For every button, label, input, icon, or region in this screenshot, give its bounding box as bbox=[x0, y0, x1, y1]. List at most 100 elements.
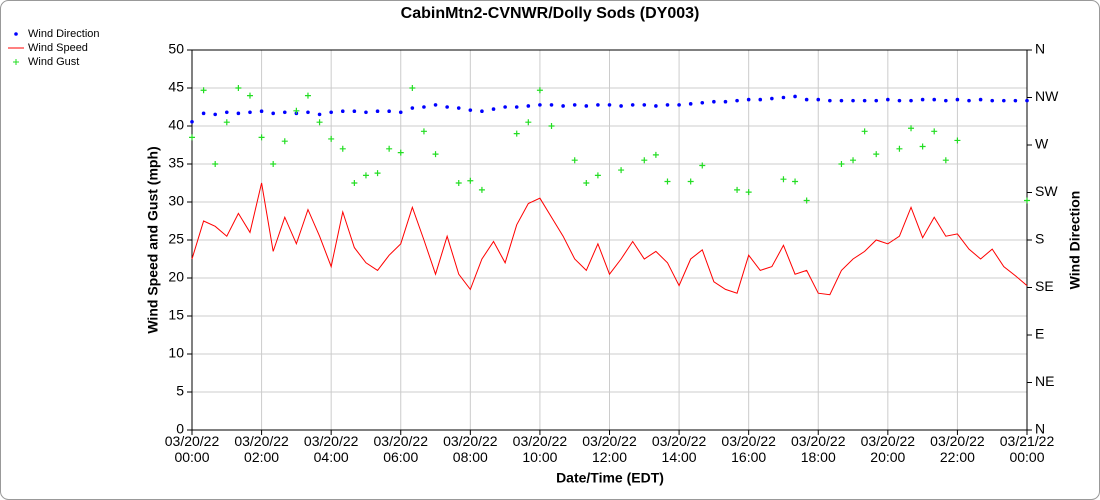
direction-point bbox=[572, 103, 577, 107]
gust-point bbox=[641, 157, 648, 164]
direction-point bbox=[538, 103, 542, 107]
y-tick-label: 10 bbox=[168, 345, 184, 361]
gust-point bbox=[664, 178, 671, 185]
gust-point bbox=[896, 145, 903, 152]
x-tick-label: 03/20/22 18:00 bbox=[791, 433, 846, 465]
direction-point bbox=[700, 100, 705, 105]
gust-point bbox=[618, 167, 625, 174]
gust-point bbox=[478, 186, 485, 193]
legend-label: Wind Gust bbox=[28, 56, 79, 68]
y-tick-label: 0 bbox=[176, 421, 184, 437]
direction-point bbox=[758, 97, 763, 102]
y-tick-label: 5 bbox=[176, 383, 184, 399]
gust-point bbox=[304, 92, 311, 99]
y2-tick-label: NW bbox=[1035, 88, 1059, 104]
direction-point bbox=[955, 97, 960, 102]
y-tick-label: 45 bbox=[168, 79, 184, 95]
y2-tick-label: SW bbox=[1035, 183, 1058, 199]
direction-point bbox=[282, 110, 287, 115]
x-tick-label: 03/20/22 08:00 bbox=[443, 433, 498, 465]
y2-tick-label: S bbox=[1035, 231, 1044, 247]
y-tick-label: 35 bbox=[168, 155, 184, 171]
gust-point bbox=[792, 178, 799, 185]
y-tick-label: 50 bbox=[168, 41, 184, 57]
legend-label: Wind Direction bbox=[28, 28, 100, 40]
legend-marker bbox=[13, 59, 19, 65]
y2-tick-label: N bbox=[1035, 41, 1045, 57]
gust-point bbox=[432, 151, 439, 158]
gust-point bbox=[316, 119, 323, 126]
gust-point bbox=[699, 162, 706, 169]
gust-point bbox=[850, 157, 857, 164]
x-tick-label: 03/20/22 20:00 bbox=[861, 433, 916, 465]
direction-point bbox=[1013, 98, 1018, 103]
direction-point bbox=[816, 97, 821, 102]
x-tick-label: 03/20/22 12:00 bbox=[582, 433, 637, 465]
x-tick-label: 03/21/22 00:00 bbox=[1000, 433, 1055, 465]
y2-tick-label: W bbox=[1035, 136, 1049, 152]
direction-point bbox=[1025, 98, 1029, 103]
gust-point bbox=[525, 119, 532, 126]
direction-point bbox=[190, 119, 194, 124]
legend-label: Wind Speed bbox=[28, 42, 88, 54]
direction-point bbox=[352, 109, 357, 114]
direction-point bbox=[410, 106, 415, 110]
gust-point bbox=[780, 176, 787, 183]
gust-point bbox=[362, 172, 369, 179]
direction-point bbox=[874, 98, 879, 103]
gust-point bbox=[734, 186, 741, 193]
gust-point bbox=[281, 138, 288, 145]
direction-point bbox=[561, 104, 565, 108]
x-tick-label: 03/20/22 22:00 bbox=[930, 433, 985, 465]
direction-point bbox=[630, 103, 635, 107]
gust-point bbox=[919, 143, 926, 150]
gust-point bbox=[328, 135, 335, 142]
gust-point bbox=[931, 128, 938, 135]
gust-point bbox=[189, 134, 195, 141]
gust-point bbox=[571, 157, 578, 164]
gust-point bbox=[200, 87, 207, 94]
y2-tick-label: NE bbox=[1035, 373, 1054, 389]
direction-point bbox=[596, 103, 600, 107]
direction-point bbox=[862, 98, 867, 103]
gust-point bbox=[223, 119, 230, 126]
direction-point bbox=[746, 97, 751, 102]
direction-point bbox=[677, 103, 681, 107]
y-tick-label: 30 bbox=[168, 193, 184, 209]
x-tick-label: 03/20/22 10:00 bbox=[513, 433, 568, 465]
gust-point bbox=[409, 85, 416, 91]
direction-point bbox=[549, 103, 554, 107]
direction-point bbox=[422, 105, 426, 109]
direction-point bbox=[781, 95, 786, 100]
gust-point bbox=[803, 197, 810, 204]
direction-point bbox=[944, 98, 948, 103]
direction-point bbox=[224, 110, 229, 115]
gust-point bbox=[548, 123, 555, 129]
direction-point bbox=[468, 108, 473, 112]
gust-point bbox=[374, 170, 381, 177]
legend-marker bbox=[14, 32, 18, 36]
direction-point bbox=[793, 94, 797, 99]
direction-point bbox=[735, 98, 739, 103]
y-tick-label: 15 bbox=[168, 307, 184, 323]
direction-point bbox=[619, 104, 623, 108]
direction-point bbox=[236, 111, 241, 116]
direction-point bbox=[1002, 98, 1006, 103]
x-axis-label: Date/Time (EDT) bbox=[556, 470, 664, 486]
gust-point bbox=[594, 172, 601, 179]
gust-point bbox=[513, 130, 520, 137]
direction-point bbox=[607, 103, 612, 107]
direction-point bbox=[387, 109, 391, 114]
direction-point bbox=[340, 109, 345, 114]
y-axis-label: Wind Speed and Gust (mph) bbox=[145, 146, 161, 333]
direction-point bbox=[364, 110, 368, 115]
gust-point bbox=[293, 107, 300, 114]
gust-point bbox=[873, 151, 880, 158]
direction-point bbox=[398, 110, 403, 115]
x-tick-label: 03/20/22 06:00 bbox=[374, 433, 429, 465]
gust-point bbox=[942, 157, 949, 164]
gust-point bbox=[652, 151, 659, 158]
gust-point bbox=[339, 145, 346, 152]
gust-point bbox=[954, 137, 961, 144]
